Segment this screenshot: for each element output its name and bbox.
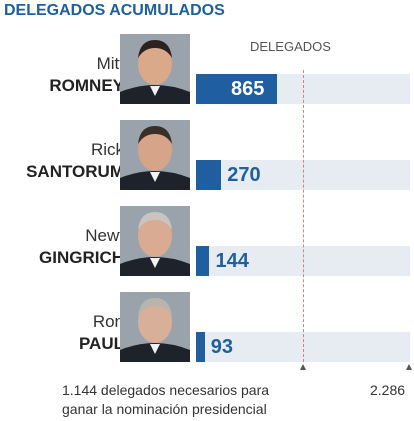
candidate-last-name: GINGRICH: [39, 248, 124, 267]
bar: [196, 332, 205, 362]
candidate-first-name: Ron: [92, 312, 124, 331]
candidate-photo: [120, 120, 190, 190]
candidate-last-name: ROMNEY: [49, 76, 124, 95]
candidate-row: Mitt ROMNEY 865: [0, 34, 414, 120]
bar: [196, 246, 210, 276]
threshold-caption: 1.144 delegados necesarios para ganar la…: [62, 381, 269, 419]
candidate-first-name: Mitt: [96, 54, 124, 73]
threshold-caption-line1: 1.144 delegados necesarios para: [62, 382, 270, 398]
bar: [196, 160, 222, 190]
candidate-first-name: Rick: [90, 140, 124, 159]
candidate-photo: [120, 292, 190, 362]
bar-value-label: 270: [227, 164, 261, 186]
bar-value-label: 865: [230, 78, 265, 100]
candidate-row: Rick SANTORUM 270: [0, 120, 414, 206]
candidate-row: Ron PAUL 93: [0, 292, 414, 378]
bar: [196, 74, 277, 104]
threshold-line: [303, 70, 304, 362]
threshold-caption-line2: ganar la nominación presidencial: [62, 401, 267, 417]
candidate-row: Newt GINGRICH 144: [0, 206, 414, 292]
chart-title: DELEGADOS ACUMULADOS: [4, 2, 225, 19]
candidate-last-name: PAUL: [78, 334, 124, 353]
candidate-first-name: Newt: [85, 226, 124, 245]
threshold-marker-icon: [300, 364, 306, 370]
total-label: 2.286: [370, 382, 406, 398]
candidate-photo: [120, 206, 190, 276]
total-marker-icon: [406, 364, 412, 370]
candidate-last-name: SANTORUM: [26, 162, 124, 181]
bar-value-label: 93: [210, 336, 233, 358]
bar-value-label: 144: [215, 250, 249, 272]
candidate-photo: [120, 34, 190, 104]
column-label: DELEGADOS: [250, 39, 331, 54]
